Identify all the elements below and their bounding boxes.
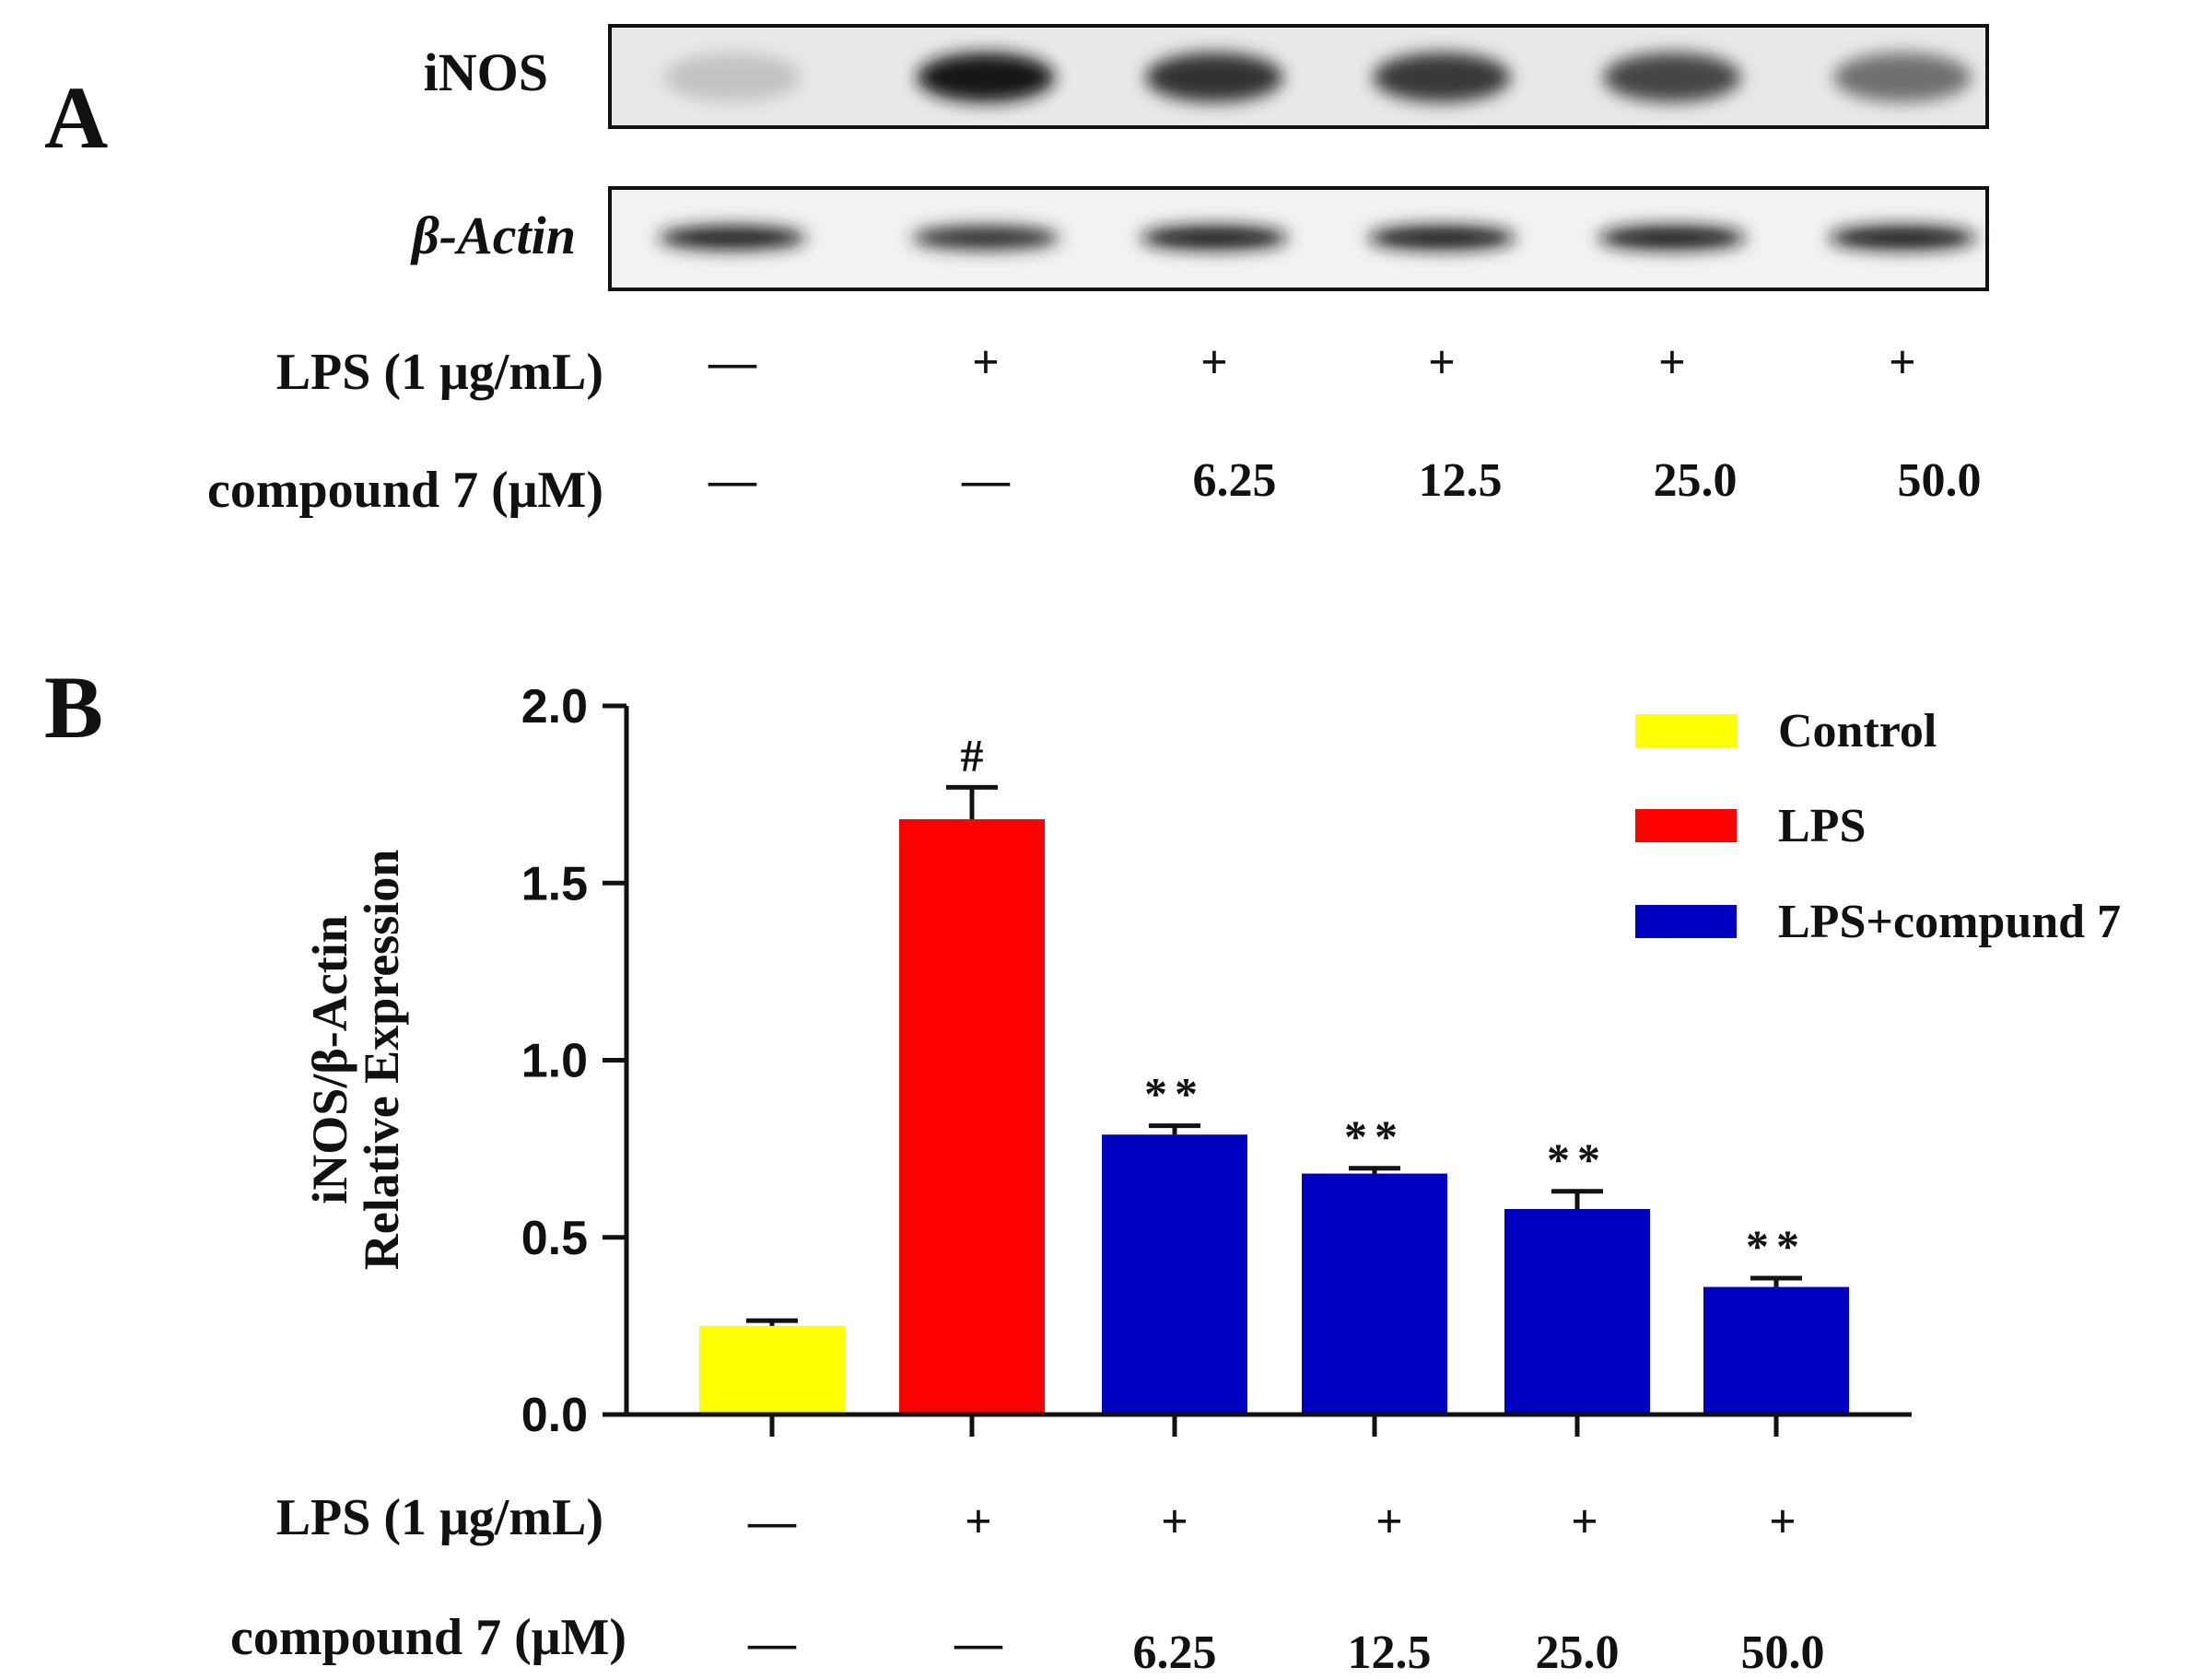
significance-mark: # xyxy=(961,729,984,781)
panel-a-lps-value: + xyxy=(1658,336,1686,389)
blot-actin-frame xyxy=(608,186,1989,291)
panel-a-lps-values: — + + + + + xyxy=(708,336,1916,389)
inos-band xyxy=(1833,53,1972,102)
blot-inos-bands xyxy=(663,53,1972,102)
bar xyxy=(1504,1208,1650,1415)
panel-a: A iNOS β-Actin LPS (1 μg/mL) compound 7 … xyxy=(44,24,1989,519)
panel-b-lps-value: + xyxy=(1375,1496,1403,1548)
panel-a-lps-value: + xyxy=(1428,336,1456,389)
panel-b-lps-label: LPS (1 μg/mL) xyxy=(276,1489,603,1546)
bar xyxy=(1102,1134,1247,1415)
inos-band xyxy=(663,53,802,102)
panel-a-compound-value: — xyxy=(961,454,1011,507)
panel-b-compound-value: 6.25 xyxy=(1133,1626,1217,1679)
panel-b-lps-value: + xyxy=(965,1496,992,1548)
significance-mark: ** xyxy=(1547,1133,1608,1185)
bar xyxy=(1302,1173,1447,1415)
actin-band xyxy=(1141,226,1288,250)
panel-a-compound-value: 6.25 xyxy=(1193,454,1277,507)
legend-swatch-lps xyxy=(1635,809,1737,842)
panel-a-compound-label: compound 7 (μM) xyxy=(207,462,603,519)
y-tick-label: 2.0 xyxy=(521,680,588,734)
panel-b-compound-value: 50.0 xyxy=(1741,1626,1825,1679)
inos-band xyxy=(1603,53,1741,102)
panel-a-lps-value: + xyxy=(1200,336,1228,389)
significance-mark: ** xyxy=(1344,1110,1405,1162)
panel-a-lps-label: LPS (1 μg/mL) xyxy=(276,344,603,401)
panel-b: B iNOS/β-Actin Relative Expression # ** **… xyxy=(44,658,2121,1679)
bar-chart: # ** ** ** ** 0.0 0.5 1.0 1.5 2.0 xyxy=(521,680,1912,1442)
blot-actin-label: β-Actin xyxy=(410,205,576,265)
blot-inos-frame xyxy=(608,24,1989,129)
actin-band xyxy=(912,226,1059,250)
panel-b-conditions: LPS (1 μg/mL) compound 7 (μM) — + + + + … xyxy=(230,1489,1824,1679)
legend-swatch-lps-compound xyxy=(1635,905,1737,938)
y-axis-title: iNOS/β-Actin Relative Expression xyxy=(302,850,409,1271)
panel-b-compound-value: 25.0 xyxy=(1536,1626,1620,1679)
bar xyxy=(899,819,1045,1415)
panel-a-lps-value: + xyxy=(972,336,1000,389)
panel-b-lps-value: + xyxy=(1161,1496,1188,1548)
actin-band xyxy=(1598,226,1746,250)
actin-band xyxy=(1829,226,1976,250)
panel-b-lps-value: + xyxy=(1571,1496,1598,1548)
panel-b-compound-values: — — 6.25 12.5 25.0 50.0 xyxy=(747,1617,1825,1679)
panel-b-compound-label: compound 7 (μM) xyxy=(230,1609,626,1666)
legend-label-control: Control xyxy=(1778,705,1937,757)
y-tick-label: 1.0 xyxy=(521,1035,588,1088)
actin-band xyxy=(1368,226,1516,250)
panel-b-lps-value: + xyxy=(1769,1496,1797,1548)
legend: Control LPS LPS+compund 7 xyxy=(1635,705,2121,948)
legend-swatch-control xyxy=(1635,714,1737,747)
y-tick-label: 0.5 xyxy=(521,1212,588,1265)
legend-label-lps: LPS xyxy=(1778,800,1866,852)
panel-a-lps-value: + xyxy=(1889,336,1916,389)
panel-a-lps-value: — xyxy=(708,336,757,389)
bar xyxy=(1703,1286,1849,1415)
actin-band xyxy=(659,226,806,250)
inos-band xyxy=(1373,53,1511,102)
blot-inos: iNOS xyxy=(424,24,1989,129)
panel-a-conditions: LPS (1 μg/mL) compound 7 (μM) — + + + + … xyxy=(207,336,1981,519)
inos-band xyxy=(917,53,1055,102)
blot-actin-bands xyxy=(659,226,1976,250)
blot-actin: β-Actin xyxy=(410,186,1989,291)
inos-band xyxy=(1145,53,1283,102)
bar xyxy=(699,1325,845,1415)
panel-b-compound-value: — xyxy=(747,1617,797,1670)
panel-b-compound-value: 12.5 xyxy=(1348,1626,1432,1679)
panel-b-lps-value: — xyxy=(747,1496,797,1548)
panel-a-compound-value: 12.5 xyxy=(1419,454,1503,507)
significance-mark: ** xyxy=(1144,1068,1205,1120)
y-axis-title-line-1: iNOS/β-Actin xyxy=(302,915,357,1203)
blot-inos-label: iNOS xyxy=(424,42,548,102)
panel-a-compound-values: — — 6.25 12.5 25.0 50.0 xyxy=(708,454,1982,507)
legend-label-lps-compound: LPS+compund 7 xyxy=(1778,896,2121,948)
y-tick-label: 0.0 xyxy=(521,1389,588,1442)
y-tick-label: 1.5 xyxy=(521,857,588,910)
panel-b-compound-value: — xyxy=(954,1617,1003,1670)
panel-b-lps-values: — + + + + + xyxy=(747,1496,1797,1548)
y-axis-title-line-2: Relative Expression xyxy=(354,850,409,1271)
panel-a-compound-value: — xyxy=(708,454,757,507)
panel-a-compound-value: 25.0 xyxy=(1654,454,1738,507)
panel-b-letter: B xyxy=(44,658,103,757)
panel-a-compound-value: 50.0 xyxy=(1898,454,1982,507)
significance-mark: ** xyxy=(1746,1220,1807,1272)
panel-a-letter: A xyxy=(44,68,108,167)
